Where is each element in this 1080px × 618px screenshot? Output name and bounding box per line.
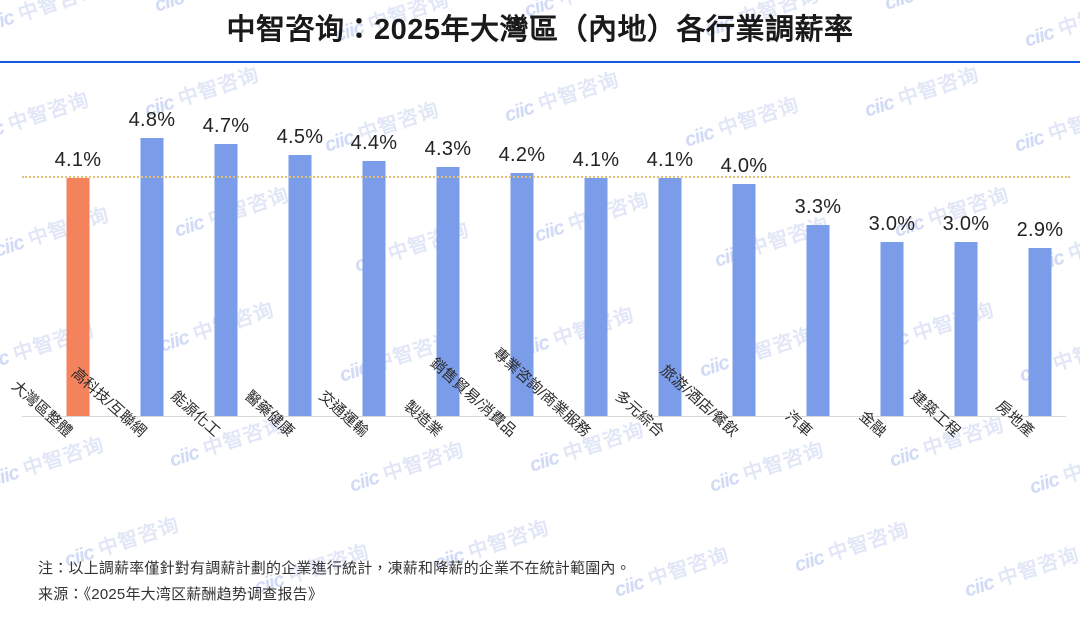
bar[interactable] bbox=[436, 166, 460, 416]
bar-value-label: 4.8% bbox=[128, 108, 176, 131]
category-tick: 大灣區整體 bbox=[8, 378, 115, 549]
bar[interactable] bbox=[214, 143, 238, 416]
bar[interactable] bbox=[1028, 247, 1052, 416]
category-tick: 能源化工 bbox=[167, 388, 263, 549]
footnote-note: 注：以上調薪率僅針對有調薪計劃的企業進行統計，凍薪和降薪的企業不在統計範圍內。 bbox=[38, 560, 631, 577]
bar-group[interactable]: 4.0% bbox=[707, 63, 781, 418]
category-label: 金融 bbox=[855, 407, 890, 441]
category-label: 多元綜合 bbox=[611, 387, 668, 441]
bar[interactable] bbox=[806, 224, 830, 416]
bar[interactable] bbox=[510, 172, 534, 416]
bar-group[interactable]: 2.9% bbox=[1003, 63, 1077, 418]
bar[interactable] bbox=[362, 160, 386, 416]
bar-group[interactable]: 3.0% bbox=[855, 63, 929, 418]
category-label: 房地產 bbox=[992, 397, 1038, 441]
chart-header: 中智咨询：2025年大灣區（內地）各行業調薪率 bbox=[0, 0, 1080, 63]
bar[interactable] bbox=[732, 184, 756, 416]
category-tick: 汽車 bbox=[781, 407, 855, 549]
bar-value-label: 2.9% bbox=[1016, 218, 1064, 241]
bar-value-label: 3.0% bbox=[868, 213, 916, 236]
bar[interactable] bbox=[658, 178, 682, 416]
bar-group[interactable]: 4.8% bbox=[115, 63, 189, 418]
bar-series: 4.1% 4.8% 4.7% 4.5% 4.4% 4.3% 4.2% 4.1% 4.1% 4.0%… bbox=[0, 63, 1080, 418]
category-tick: 房地產 bbox=[992, 397, 1077, 549]
bar[interactable] bbox=[880, 242, 904, 416]
bar-value-label: 4.1% bbox=[646, 149, 694, 172]
footnote-source: 来源：《2025年大湾区薪酬趋势调查报告》 bbox=[38, 586, 324, 603]
bar[interactable] bbox=[288, 155, 312, 416]
bar-group[interactable]: 4.7% bbox=[189, 63, 263, 418]
bar-value-label: 4.1% bbox=[54, 149, 102, 172]
bar-group[interactable]: 4.1% bbox=[559, 63, 633, 418]
page-title: 中智咨询：2025年大灣區（內地）各行業調薪率 bbox=[226, 14, 854, 46]
bar[interactable] bbox=[584, 178, 608, 416]
category-tick: 金融 bbox=[855, 407, 929, 549]
bar-group[interactable]: 4.4% bbox=[337, 63, 411, 418]
bar[interactable] bbox=[954, 242, 978, 416]
bar-value-label: 4.3% bbox=[424, 137, 472, 160]
bar-group[interactable]: 4.2% bbox=[485, 63, 559, 418]
category-tick: 交通運輸 bbox=[315, 388, 411, 549]
category-tick: 專業咨詢/商業服務 bbox=[490, 345, 633, 549]
category-tick: 銷售貿易/消費品 bbox=[427, 355, 559, 549]
category-tick: 建築工程 bbox=[907, 388, 1003, 549]
category-tick: 醫藥健康 bbox=[241, 388, 337, 549]
header-divider bbox=[0, 61, 1080, 63]
bar-value-label: 4.2% bbox=[498, 143, 546, 166]
bar-group[interactable]: 3.3% bbox=[781, 63, 855, 418]
category-tick: 高科技/互聯網 bbox=[68, 365, 189, 549]
category-label: 交通運輸 bbox=[315, 387, 372, 441]
bar[interactable] bbox=[66, 178, 90, 416]
category-label: 建築工程 bbox=[907, 387, 964, 441]
bar-group[interactable]: 4.1% bbox=[41, 63, 115, 418]
bar-value-label: 4.4% bbox=[350, 131, 398, 154]
bar-group[interactable]: 4.3% bbox=[411, 63, 485, 418]
bar-value-label: 3.0% bbox=[942, 213, 990, 236]
category-tick: 旅游/酒店/餐飲 bbox=[657, 362, 781, 549]
footnotes: 注：以上調薪率僅針對有調薪計劃的企業進行統計，凍薪和降薪的企業不在統計範圍內。 … bbox=[38, 556, 1038, 608]
category-label: 能源化工 bbox=[167, 387, 224, 441]
chart-plot-area: 4.1% 4.8% 4.7% 4.5% 4.4% 4.3% 4.2% 4.1% 4.1% 4.0%… bbox=[0, 63, 1080, 418]
bar-group[interactable]: 4.1% bbox=[633, 63, 707, 418]
category-tick: 多元綜合 bbox=[611, 388, 707, 549]
bar-group[interactable]: 4.5% bbox=[263, 63, 337, 418]
bar-group[interactable]: 3.0% bbox=[929, 63, 1003, 418]
bar-value-label: 4.0% bbox=[720, 155, 768, 178]
bar[interactable] bbox=[140, 137, 164, 416]
axis-baseline bbox=[22, 416, 1066, 417]
bar-value-label: 4.1% bbox=[572, 149, 620, 172]
reference-line bbox=[22, 176, 1070, 179]
bar-value-label: 3.3% bbox=[794, 195, 842, 218]
bar-value-label: 4.7% bbox=[202, 114, 250, 137]
bar-value-label: 4.5% bbox=[276, 126, 324, 149]
category-label: 醫藥健康 bbox=[241, 387, 298, 441]
category-label: 汽車 bbox=[781, 407, 816, 441]
category-label: 製造業 bbox=[400, 397, 446, 441]
category-tick: 製造業 bbox=[400, 397, 485, 549]
category-axis: 大灣區整體 高科技/互聯網 能源化工 醫藥健康 交通運輸 製造業 銷售貿易/消費品 專業咨詢/… bbox=[0, 345, 1080, 549]
